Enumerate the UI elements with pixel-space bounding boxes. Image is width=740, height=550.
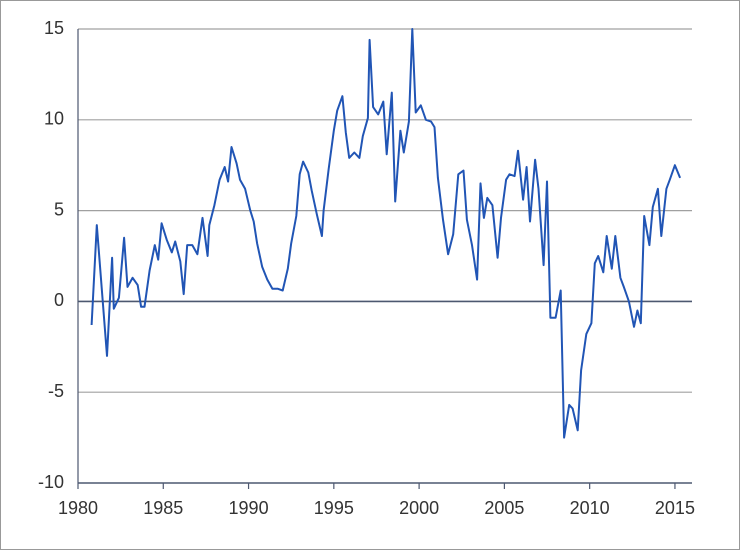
x-tick-label: 1990 — [229, 498, 269, 518]
y-tick-label: -10 — [38, 472, 64, 492]
x-tick-label: 1995 — [314, 498, 354, 518]
y-tick-label: 5 — [54, 199, 64, 219]
x-tick-label: 2010 — [570, 498, 610, 518]
y-tick-label: 15 — [44, 18, 64, 38]
x-tick-label: 2005 — [484, 498, 524, 518]
y-tick-label: 10 — [44, 109, 64, 129]
y-tick-label: -5 — [48, 381, 64, 401]
x-tick-label: 2015 — [655, 498, 695, 518]
x-tick-label: 1980 — [58, 498, 98, 518]
x-tick-label: 2000 — [399, 498, 439, 518]
x-tick-label: 1985 — [143, 498, 183, 518]
data-line — [90, 28, 682, 439]
y-tick-label: 0 — [54, 290, 64, 310]
